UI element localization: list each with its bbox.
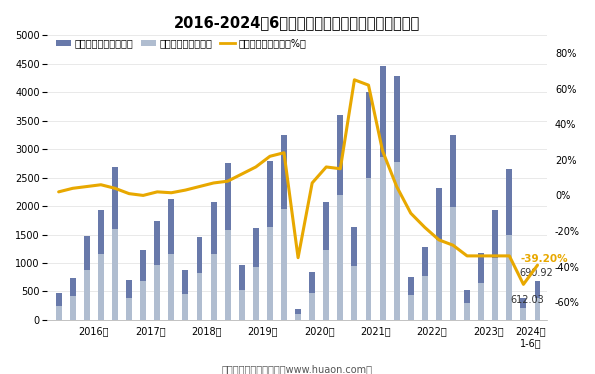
Bar (492, 258, 498, 320)
Bar (506, 235, 512, 320)
Bar (267, 160, 273, 320)
Bar (492, 209, 498, 320)
Bar (394, 162, 400, 320)
Bar (408, 295, 414, 320)
Bar (98, 254, 104, 320)
Bar (450, 207, 456, 320)
Text: 制图：华经产业研究院（www.huaon.com）: 制图：华经产业研究院（www.huaon.com） (222, 364, 373, 374)
Bar (70, 278, 76, 320)
Bar (464, 290, 470, 320)
Bar (521, 308, 527, 320)
Bar (140, 281, 146, 320)
Text: 612.03: 612.03 (511, 295, 544, 306)
Bar (211, 254, 217, 320)
Bar (281, 209, 287, 320)
Bar (140, 250, 146, 320)
Legend: 房地产投资额（亿元）, 住宅投资额（亿元）, 房地产投资额增速（%）: 房地产投资额（亿元）, 住宅投资额（亿元）, 房地产投资额增速（%） (52, 34, 311, 52)
Bar (168, 254, 174, 320)
Bar (253, 267, 259, 320)
Bar (84, 236, 90, 320)
Bar (309, 293, 315, 320)
Bar (352, 227, 358, 320)
Bar (98, 210, 104, 320)
Bar (196, 273, 202, 320)
Bar (112, 168, 118, 320)
Bar (168, 199, 174, 320)
Bar (337, 195, 343, 320)
Bar (239, 265, 245, 320)
Bar (534, 298, 540, 320)
Bar (422, 247, 428, 320)
Bar (225, 230, 231, 320)
Bar (84, 270, 90, 320)
Bar (225, 163, 231, 320)
Bar (267, 227, 273, 320)
Text: -39.20%: -39.20% (521, 254, 568, 264)
Bar (478, 253, 484, 320)
Bar (422, 276, 428, 320)
Bar (126, 298, 132, 320)
Bar (196, 237, 202, 320)
Bar (365, 178, 371, 320)
Bar (183, 294, 189, 320)
Bar (112, 229, 118, 320)
Bar (154, 221, 160, 320)
Bar (183, 270, 189, 320)
Bar (408, 277, 414, 320)
Bar (436, 188, 442, 320)
Bar (56, 292, 62, 320)
Bar (394, 76, 400, 320)
Bar (56, 306, 62, 320)
Bar (436, 240, 442, 320)
Bar (126, 280, 132, 320)
Bar (70, 296, 76, 320)
Bar (211, 202, 217, 320)
Bar (506, 169, 512, 320)
Bar (464, 303, 470, 320)
Bar (352, 266, 358, 320)
Bar (365, 92, 371, 320)
Bar (534, 280, 540, 320)
Bar (323, 202, 329, 320)
Bar (295, 314, 301, 320)
Bar (309, 272, 315, 320)
Bar (281, 135, 287, 320)
Bar (521, 298, 527, 320)
Title: 2016-2024年6月云南省房地产投资额及住宅投资额: 2016-2024年6月云南省房地产投资额及住宅投资额 (174, 15, 421, 30)
Bar (380, 66, 386, 320)
Bar (380, 157, 386, 320)
Bar (253, 228, 259, 320)
Text: 690.92: 690.92 (519, 268, 553, 278)
Bar (323, 250, 329, 320)
Bar (478, 283, 484, 320)
Bar (239, 290, 245, 320)
Bar (337, 115, 343, 320)
Bar (154, 265, 160, 320)
Bar (450, 135, 456, 320)
Bar (295, 309, 301, 320)
